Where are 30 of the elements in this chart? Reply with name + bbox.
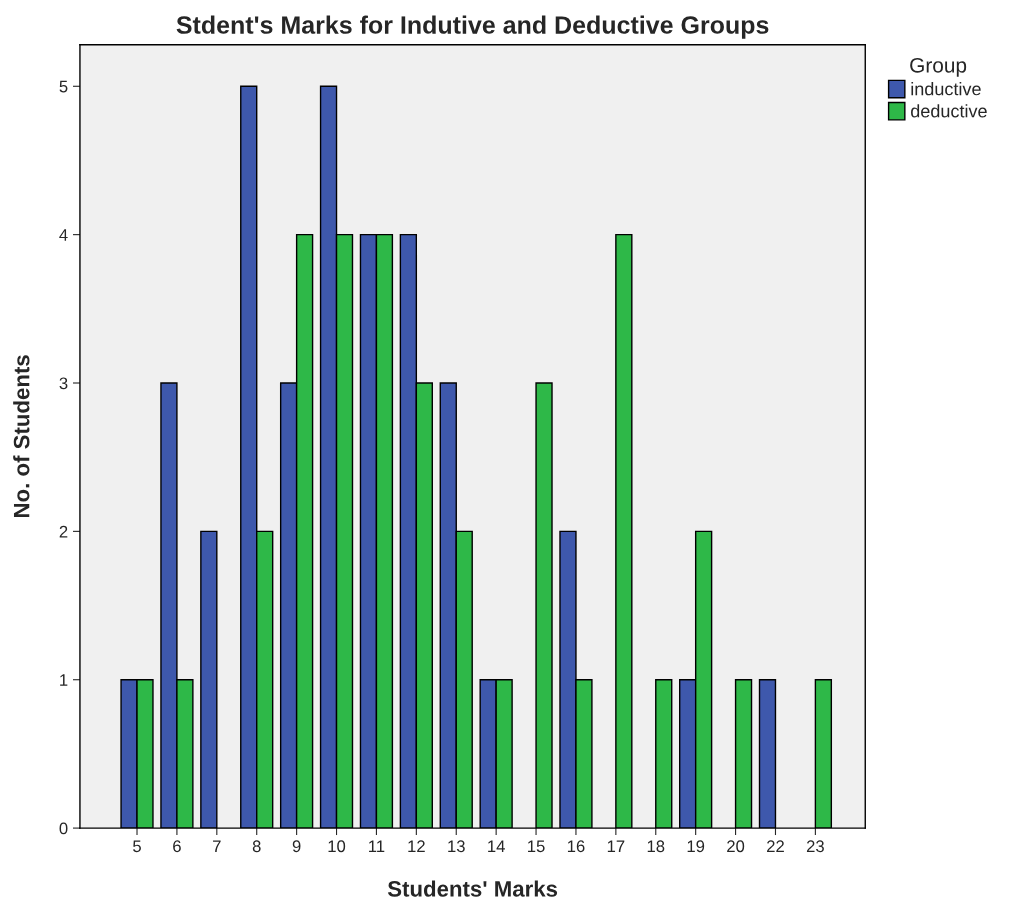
y-tick-label: 3	[59, 377, 68, 390]
y-tick-label: 0	[59, 822, 68, 835]
x-tick-label: 11	[369, 840, 385, 852]
x-tick-label: 7	[213, 840, 221, 852]
legend-label: deductive	[911, 104, 987, 118]
y-axis-title: No. of Students	[13, 355, 30, 518]
x-tick-label: 10	[328, 840, 346, 853]
x-tick-label: 23	[806, 840, 824, 853]
y-tick-label: 4	[59, 229, 68, 241]
x-tick-label: 9	[292, 840, 301, 853]
x-axis-title: Students' Marks	[387, 880, 558, 897]
x-tick-label: 20	[727, 840, 745, 853]
x-tick-label: 13	[448, 840, 465, 853]
x-tick-label: 22	[767, 840, 784, 852]
y-tick-label: 1	[60, 674, 68, 686]
y-tick-label: 5	[59, 80, 68, 93]
x-tick-label: 14	[488, 840, 505, 852]
x-tick-label: 8	[252, 840, 261, 853]
x-tick-label: 5	[133, 840, 141, 853]
chart-title: Stdent's Marks for Indutive and Deductive Groups	[176, 15, 769, 39]
x-tick-label: 12	[408, 840, 425, 852]
x-tick-label: 16	[567, 840, 585, 853]
x-tick-label: 17	[607, 840, 625, 852]
x-tick-label: 6	[173, 840, 181, 853]
x-tick-label: 18	[647, 840, 665, 853]
legend-title: Group	[910, 57, 967, 77]
x-tick-label: 19	[687, 840, 705, 853]
x-tick-label: 15	[528, 840, 545, 853]
legend-label: inductive	[911, 82, 981, 96]
y-tick-label: 2	[59, 525, 68, 538]
